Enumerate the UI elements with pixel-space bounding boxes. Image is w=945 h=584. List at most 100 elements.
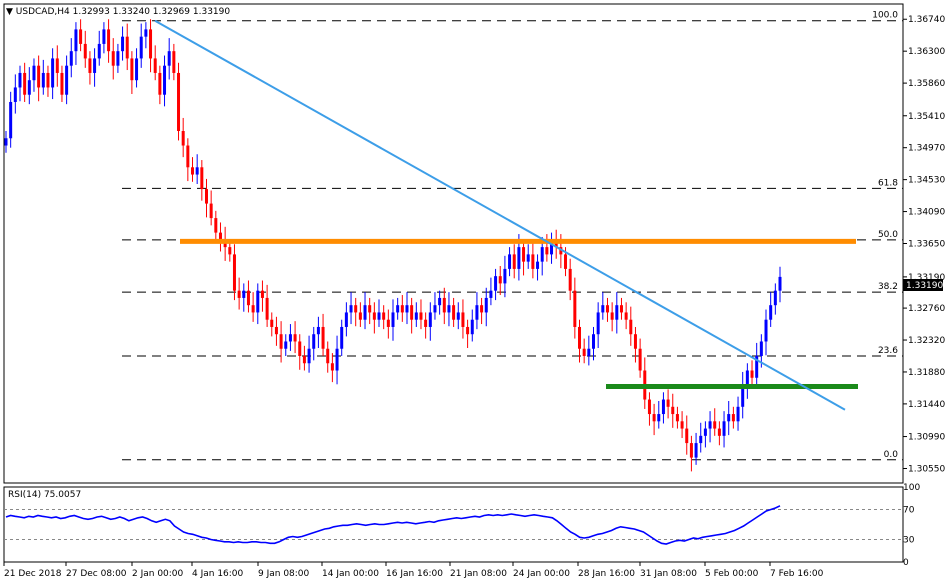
candle-body bbox=[419, 312, 423, 320]
candle-body bbox=[480, 305, 484, 313]
candle-body bbox=[274, 326, 278, 335]
candle-body bbox=[522, 247, 526, 262]
time-tick-label: 28 Jan 16:00 bbox=[578, 569, 635, 579]
candle-body bbox=[489, 290, 493, 298]
candle-body bbox=[130, 58, 134, 81]
candle-body bbox=[652, 414, 656, 422]
candle-body bbox=[149, 29, 153, 59]
current-price-text: 1.33190 bbox=[906, 281, 943, 291]
time-tick-label: 9 Jan 08:00 bbox=[258, 569, 310, 579]
fib-level-label: 23.6 bbox=[878, 346, 898, 356]
rsi-tick-label: 0 bbox=[903, 558, 909, 568]
candle-body bbox=[745, 370, 749, 386]
candle-body bbox=[503, 268, 507, 284]
candle-body bbox=[200, 167, 204, 190]
candle-body bbox=[647, 399, 651, 415]
rsi-label: RSI(14) 75.0057 bbox=[8, 490, 81, 500]
candle-body bbox=[559, 247, 563, 255]
candle-body bbox=[237, 290, 241, 298]
candle-body bbox=[107, 29, 111, 52]
price-tick-label: 1.36740 bbox=[908, 15, 945, 25]
candle-body bbox=[727, 414, 731, 422]
candle-body bbox=[330, 363, 334, 371]
rsi-axis: 100 70 30 0 bbox=[903, 483, 920, 568]
candlestick-series bbox=[4, 19, 782, 472]
fib-level-label: 100.0 bbox=[872, 11, 898, 21]
candle-body bbox=[512, 254, 516, 269]
time-tick-label: 4 Jan 16:00 bbox=[192, 569, 244, 579]
candle-body bbox=[265, 297, 269, 320]
candle-body bbox=[741, 385, 745, 407]
candle-body bbox=[88, 58, 92, 73]
candle-body bbox=[596, 312, 600, 335]
candle-body bbox=[564, 254, 568, 269]
candle-body bbox=[615, 305, 619, 320]
candle-body bbox=[242, 290, 246, 298]
candle-body bbox=[456, 312, 460, 320]
candle-body bbox=[163, 65, 167, 95]
candle-body bbox=[251, 305, 255, 313]
candle-body bbox=[666, 399, 670, 407]
candle-body bbox=[116, 51, 120, 66]
time-tick-label: 31 Jan 08:00 bbox=[640, 569, 697, 579]
candle-body bbox=[424, 319, 428, 327]
candle-body bbox=[722, 421, 726, 436]
candle-body bbox=[610, 312, 614, 320]
candle-body bbox=[256, 290, 260, 313]
candle-body bbox=[536, 261, 540, 269]
candle-body bbox=[736, 406, 740, 422]
candle-body bbox=[750, 370, 754, 378]
candle-body bbox=[279, 334, 283, 349]
price-tick-label: 1.34090 bbox=[908, 208, 945, 218]
candle-body bbox=[135, 58, 139, 81]
candle-body bbox=[93, 58, 97, 73]
candle-body bbox=[326, 348, 330, 364]
candle-body bbox=[358, 312, 362, 320]
candle-body bbox=[633, 334, 637, 349]
candle-body bbox=[144, 29, 148, 37]
candle-body bbox=[717, 428, 721, 436]
trend-line[interactable] bbox=[154, 19, 846, 411]
candle-body bbox=[685, 428, 689, 444]
candle-body bbox=[111, 51, 115, 66]
candle-body bbox=[475, 305, 479, 320]
candle-body bbox=[181, 131, 185, 146]
candle-body bbox=[629, 319, 633, 335]
price-tick-label: 1.30550 bbox=[908, 464, 945, 474]
candle-body bbox=[680, 421, 684, 429]
candle-body bbox=[657, 414, 661, 422]
candle-body bbox=[172, 51, 176, 73]
candle-body bbox=[158, 72, 162, 95]
candle-body bbox=[391, 312, 395, 327]
dropdown-triangle-icon[interactable]: ▼ bbox=[6, 7, 16, 17]
candle-body bbox=[452, 305, 456, 320]
time-tick-label: 14 Jan 00:00 bbox=[322, 569, 379, 579]
candle-body bbox=[293, 334, 297, 342]
candle-body bbox=[74, 29, 78, 52]
price-tick-label: 1.35410 bbox=[908, 112, 945, 122]
candle-body bbox=[386, 319, 390, 327]
candle-body bbox=[9, 101, 13, 139]
candle-body bbox=[587, 348, 591, 356]
time-tick-label: 24 Jan 00:00 bbox=[513, 569, 570, 579]
candle-body bbox=[51, 58, 55, 88]
rsi-tick-label: 100 bbox=[903, 483, 920, 493]
candle-body bbox=[731, 414, 735, 422]
candle-body bbox=[354, 305, 358, 313]
time-tick-label: 21 Jan 08:00 bbox=[450, 569, 507, 579]
candle-body bbox=[428, 312, 432, 327]
candle-body bbox=[316, 326, 320, 335]
candle-body bbox=[65, 65, 69, 95]
candle-body bbox=[246, 290, 250, 306]
candle-body bbox=[689, 443, 693, 458]
candle-body bbox=[228, 247, 232, 255]
candle-body bbox=[778, 276, 782, 291]
time-tick-label: 21 Dec 2018 bbox=[4, 569, 62, 579]
candle-body bbox=[582, 348, 586, 356]
rsi-tick-label: 30 bbox=[903, 536, 915, 546]
candle-body bbox=[619, 305, 623, 313]
candle-body bbox=[498, 276, 502, 284]
time-tick-label: 2 Jan 00:00 bbox=[132, 569, 184, 579]
candle-body bbox=[694, 443, 698, 458]
candle-body bbox=[13, 87, 17, 102]
